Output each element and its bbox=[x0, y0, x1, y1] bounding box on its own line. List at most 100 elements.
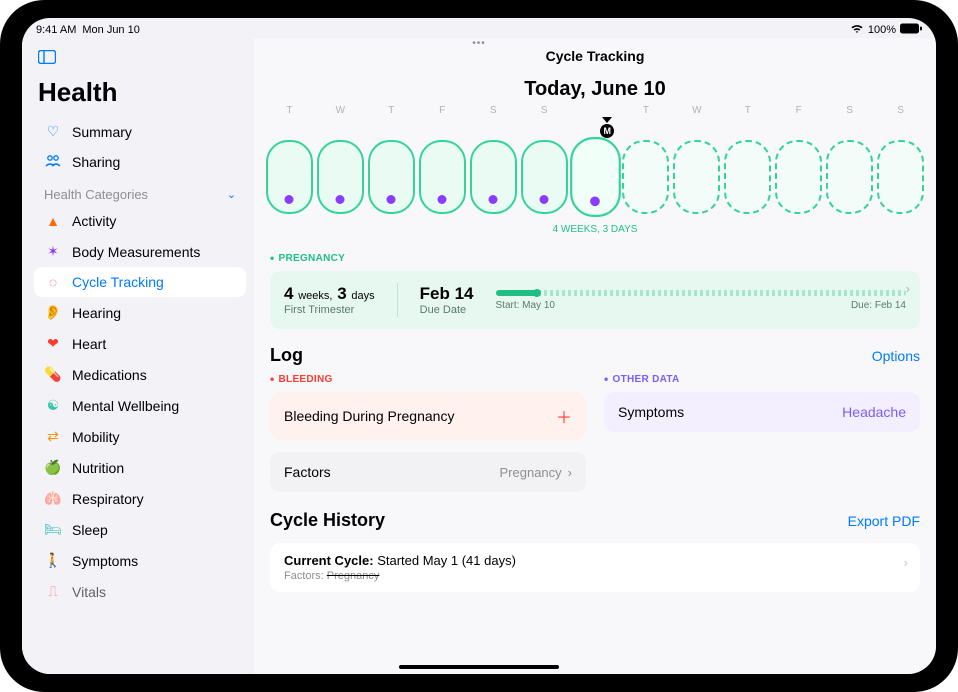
sidebar-item-label: Sharing bbox=[72, 154, 120, 170]
factors-label: Factors bbox=[284, 464, 331, 480]
sidebar-item-heart[interactable]: ❤ Heart bbox=[34, 328, 246, 359]
chevron-right-icon: › bbox=[904, 555, 908, 570]
pregnancy-eyebrow: PREGNANCY bbox=[270, 251, 920, 265]
cycle-day-pill[interactable] bbox=[622, 140, 669, 214]
wifi-icon bbox=[850, 24, 864, 37]
current-cycle-line: Current Cycle: Started May 1 (41 days) bbox=[284, 553, 906, 568]
apple-icon: 🍏 bbox=[44, 459, 62, 476]
sidebar-item-respiratory[interactable]: 🫁 Respiratory bbox=[34, 483, 246, 514]
cycle-day-pill[interactable] bbox=[570, 137, 621, 217]
export-pdf-button[interactable]: Export PDF bbox=[848, 513, 920, 529]
sidebar-item-label: Cycle Tracking bbox=[72, 274, 164, 290]
screen: 9:41 AM Mon Jun 10 100% ••• Health bbox=[22, 18, 936, 674]
due-date-value: Feb 14 bbox=[420, 284, 474, 304]
cycle-day-pill[interactable] bbox=[877, 140, 924, 214]
day-letter bbox=[570, 105, 621, 116]
chevron-right-icon: › bbox=[568, 465, 572, 480]
home-indicator[interactable] bbox=[399, 665, 559, 669]
sidebar-item-label: Mobility bbox=[72, 429, 119, 445]
day-letter: T bbox=[366, 105, 417, 116]
divider bbox=[397, 283, 398, 317]
sidebar-item-activity[interactable]: ▲ Activity bbox=[34, 206, 246, 236]
sidebar-item-sleep[interactable]: 🛏 Sleep bbox=[34, 514, 246, 545]
cycle-day-pill[interactable] bbox=[266, 140, 313, 214]
today-marker: M bbox=[600, 117, 614, 138]
status-bar: 9:41 AM Mon Jun 10 100% bbox=[22, 18, 936, 38]
lungs-icon: 🫁 bbox=[44, 490, 62, 507]
sidebar-item-label: Mental Wellbeing bbox=[72, 398, 179, 414]
sidebar-item-label: Heart bbox=[72, 336, 106, 352]
sidebar-section-header[interactable]: Health Categories ⌄ bbox=[34, 177, 246, 206]
sidebar-item-medications[interactable]: 💊 Medications bbox=[34, 359, 246, 390]
cycle-day-pill[interactable] bbox=[724, 140, 771, 214]
cycle-history-title: Cycle History bbox=[270, 510, 385, 531]
other-data-eyebrow: OTHER DATA bbox=[604, 372, 920, 386]
cycle-day-pill[interactable] bbox=[826, 140, 873, 214]
pregnancy-dot-icon bbox=[387, 195, 396, 204]
cycle-day-pill[interactable] bbox=[521, 140, 568, 214]
pregnancy-card[interactable]: 4 weeks, 3 days First Trimester Feb 14 D… bbox=[270, 271, 920, 329]
cycle-day-pill[interactable] bbox=[419, 140, 466, 214]
sidebar-item-mental-wellbeing[interactable]: ☯ Mental Wellbeing bbox=[34, 390, 246, 421]
pregnancy-dot-icon bbox=[336, 195, 345, 204]
sidebar-item-label: Medications bbox=[72, 367, 147, 383]
pill-icon: 💊 bbox=[44, 366, 62, 383]
day-letter: S bbox=[875, 105, 926, 116]
multitask-dots-icon[interactable]: ••• bbox=[472, 38, 486, 49]
cycle-icon: ◌ bbox=[44, 274, 62, 290]
day-letter: W bbox=[671, 105, 722, 116]
factors-card[interactable]: Factors Pregnancy › bbox=[270, 452, 586, 492]
ear-icon: 👂 bbox=[44, 304, 62, 321]
pregnancy-dot-icon bbox=[285, 195, 294, 204]
cycle-day-pill[interactable] bbox=[317, 140, 364, 214]
cycle-day-pill[interactable] bbox=[775, 140, 822, 214]
bleeding-card-label: Bleeding During Pregnancy bbox=[284, 408, 454, 424]
battery-percent: 100% bbox=[868, 24, 896, 36]
sidebar-item-nutrition[interactable]: 🍏 Nutrition bbox=[34, 452, 246, 483]
current-cycle-card[interactable]: Current Cycle: Started May 1 (41 days) F… bbox=[270, 543, 920, 592]
vitals-icon: ⎍ bbox=[44, 583, 62, 600]
progress-start-label: Start: May 10 bbox=[496, 300, 555, 311]
page-title: Cycle Tracking bbox=[254, 38, 936, 68]
pregnancy-progress-bar bbox=[496, 290, 907, 296]
sidebar-item-symptoms[interactable]: 🚶 Symptoms bbox=[34, 545, 246, 576]
trimester-label: First Trimester bbox=[284, 304, 375, 316]
sidebar-item-label: Nutrition bbox=[72, 460, 124, 476]
sidebar-item-label: Activity bbox=[72, 213, 116, 229]
sidebar-item-label: Body Measurements bbox=[72, 244, 200, 260]
sidebar-item-sharing[interactable]: Sharing bbox=[34, 147, 246, 177]
arrows-icon: ⇄ bbox=[44, 428, 62, 445]
sidebar-toggle-icon[interactable] bbox=[34, 44, 246, 77]
options-button[interactable]: Options bbox=[872, 348, 920, 364]
day-letter: S bbox=[468, 105, 519, 116]
chevron-right-icon: › bbox=[906, 281, 910, 296]
sidebar-item-label: Hearing bbox=[72, 305, 121, 321]
calendar-strip[interactable]: TWTFSSTWTFSS M 4 WEEKS, 3 DAYS bbox=[254, 105, 936, 251]
status-date: Mon Jun 10 bbox=[82, 24, 139, 36]
cycle-day-pill[interactable] bbox=[368, 140, 415, 214]
heart-icon: ❤ bbox=[44, 335, 62, 352]
sidebar-item-hearing[interactable]: 👂 Hearing bbox=[34, 297, 246, 328]
sidebar-item-body-measurements[interactable]: ✶ Body Measurements bbox=[34, 236, 246, 267]
bleeding-card[interactable]: Bleeding During Pregnancy ＋ bbox=[270, 392, 586, 440]
app-title: Health bbox=[34, 77, 246, 116]
status-time: 9:41 AM bbox=[36, 24, 76, 36]
main-content: Cycle Tracking Today, June 10 TWTFSSTWTF… bbox=[254, 38, 936, 674]
sidebar-item-cycle-tracking[interactable]: ◌ Cycle Tracking bbox=[34, 267, 246, 297]
cycle-day-pill[interactable] bbox=[470, 140, 517, 214]
progress-end-label: Due: Feb 14 bbox=[851, 300, 906, 311]
today-label: Today, June 10 bbox=[254, 68, 936, 105]
plus-icon[interactable]: ＋ bbox=[556, 404, 572, 428]
sidebar-item-vitals[interactable]: ⎍ Vitals bbox=[34, 576, 246, 607]
ipad-frame: 9:41 AM Mon Jun 10 100% ••• Health bbox=[0, 0, 958, 692]
sidebar-item-label: Symptoms bbox=[72, 553, 138, 569]
battery-icon bbox=[900, 23, 922, 37]
day-letter: T bbox=[264, 105, 315, 116]
cycle-day-pill[interactable] bbox=[673, 140, 720, 214]
log-title: Log bbox=[270, 345, 303, 366]
today-badge: M bbox=[600, 124, 614, 138]
person-walk-icon: 🚶 bbox=[44, 552, 62, 569]
symptoms-card[interactable]: Symptoms Headache bbox=[604, 392, 920, 432]
sidebar-item-summary[interactable]: ♡ Summary bbox=[34, 116, 246, 147]
sidebar-item-mobility[interactable]: ⇄ Mobility bbox=[34, 421, 246, 452]
